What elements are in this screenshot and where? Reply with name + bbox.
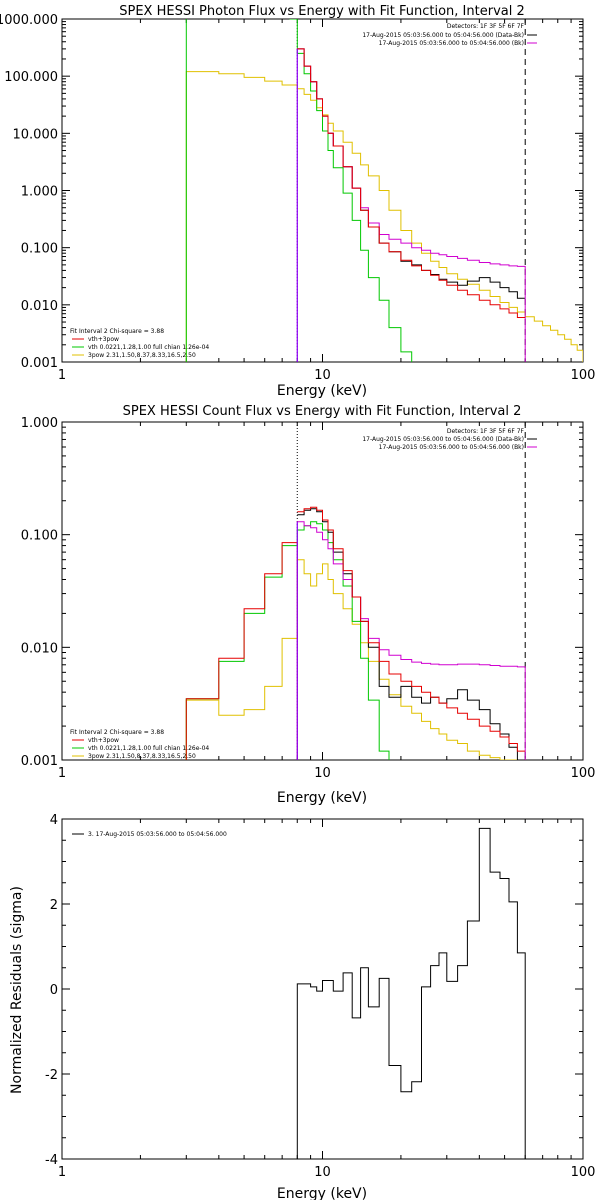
residuals-xtick-label: 100 [571,1165,596,1180]
count-legend-header: Fit Interval 2 Chi-square = 3.88 [70,729,164,736]
count-xtick-label: 1 [58,766,66,781]
count-background-series [296,521,526,760]
count-bk-interval-text: 17-Aug-2015 05:03:56.000 to 05:04:56.000… [379,444,524,451]
photon-3pow-series [185,71,583,362]
photon-bk-interval-text: 17-Aug-2015 05:03:56.000 to 05:04:56.000… [379,40,524,47]
residuals-xtick-label: 1 [58,1165,66,1180]
count-vth-series [185,521,390,760]
residuals-plot-area [296,827,526,1159]
photon-legend-header: Fit Interval 2 Chi-square = 3.88 [70,328,164,335]
count-legend-3pow: 3pow 2.31,1.50,8.37,8.33,16.5,2.50 [88,753,196,760]
residuals-ytick-label: 0 [50,983,58,998]
photon-total-series [297,48,526,318]
residuals-ytick-label: -4 [45,1153,58,1168]
photon-xtick-label: 10 [314,368,331,383]
count-3pow-series [185,559,526,760]
photon-ytick-label: 1.000 [21,185,58,200]
residuals-panel: Energy (keV) Normalized Residuals (sigma… [9,813,595,1200]
residuals-series [296,827,526,1159]
photon-flux-panel: SPEX HESSI Photon Flux vs Energy with Fi… [0,4,595,399]
photon-vth-series [185,19,413,362]
photon-data-interval-text: 17-Aug-2015 05:03:56.000 to 05:04:56.000… [362,32,524,39]
photon-plot-frame [61,18,584,363]
count-data-interval-text: 17-Aug-2015 05:03:56.000 to 05:04:56.000… [362,436,524,443]
count-detectors-text: Detectors: 1F 3F 5F 6F 7F [447,428,525,435]
residuals-xlabel: Energy (keV) [277,1186,367,1200]
count-ytick-label: 0.010 [21,641,58,656]
count-data-series [297,508,526,760]
residuals-xtick-label: 10 [314,1165,331,1180]
residuals-ytick-label: 4 [50,813,58,828]
photon-xtick-label: 1 [58,368,66,383]
residuals-ytick-label: 2 [50,898,58,913]
count-ytick-label: 0.001 [21,754,58,769]
photon-legend-total: vth+3pow [88,336,119,343]
count-total-series [297,506,526,752]
photon-xtick-label: 100 [571,368,596,383]
count-plot-frame [61,421,584,761]
count-total-low-series [185,542,298,760]
photon-detectors-text: Detectors: 1F 3F 5F 6F 7F [447,23,525,30]
count-plot-area [185,422,526,760]
photon-ytick-label: 0.010 [21,299,58,314]
photon-legend-3pow: 3pow 2.31,1.50,8.37,8.33,16.5,2.50 [88,352,196,359]
count-xtick-label: 100 [571,766,596,781]
photon-ytick-label: 0.100 [21,242,58,257]
photon-background-series [296,48,526,362]
count-xtick-label: 10 [314,766,331,781]
count-ytick-label: 1.000 [21,416,58,431]
count-flux-panel: SPEX HESSI Count Flux vs Energy with Fit… [21,404,596,806]
residuals-legend-entry: 3. 17-Aug-2015 05:03:56.000 to 05:04:56.… [88,831,227,838]
count-legend-total: vth+3pow [88,737,119,744]
count-flux-title: SPEX HESSI Count Flux vs Energy with Fit… [123,404,522,419]
photon-ytick-label: 100.000 [4,70,58,85]
photon-plot-area [185,19,583,362]
photon-legend-vth: vth 0.0221,1.28,1.00 full chian 1.26e-04 [88,344,209,351]
residuals-ytick-label: -2 [45,1068,58,1083]
photon-ytick-label: 10.000 [13,127,59,142]
photon-ytick-label: 0.001 [21,356,58,371]
count-ytick-label: 0.100 [21,529,58,544]
residuals-ylabel: Normalized Residuals (sigma) [9,886,25,1094]
photon-flux-xlabel: Energy (keV) [277,383,367,399]
count-legend-vth: vth 0.0221,1.28,1.00 full chian 1.26e-04 [88,745,209,752]
photon-flux-title: SPEX HESSI Photon Flux vs Energy with Fi… [119,4,525,19]
photon-ytick-label: 1000.000 [0,13,58,28]
count-flux-xlabel: Energy (keV) [277,790,367,806]
